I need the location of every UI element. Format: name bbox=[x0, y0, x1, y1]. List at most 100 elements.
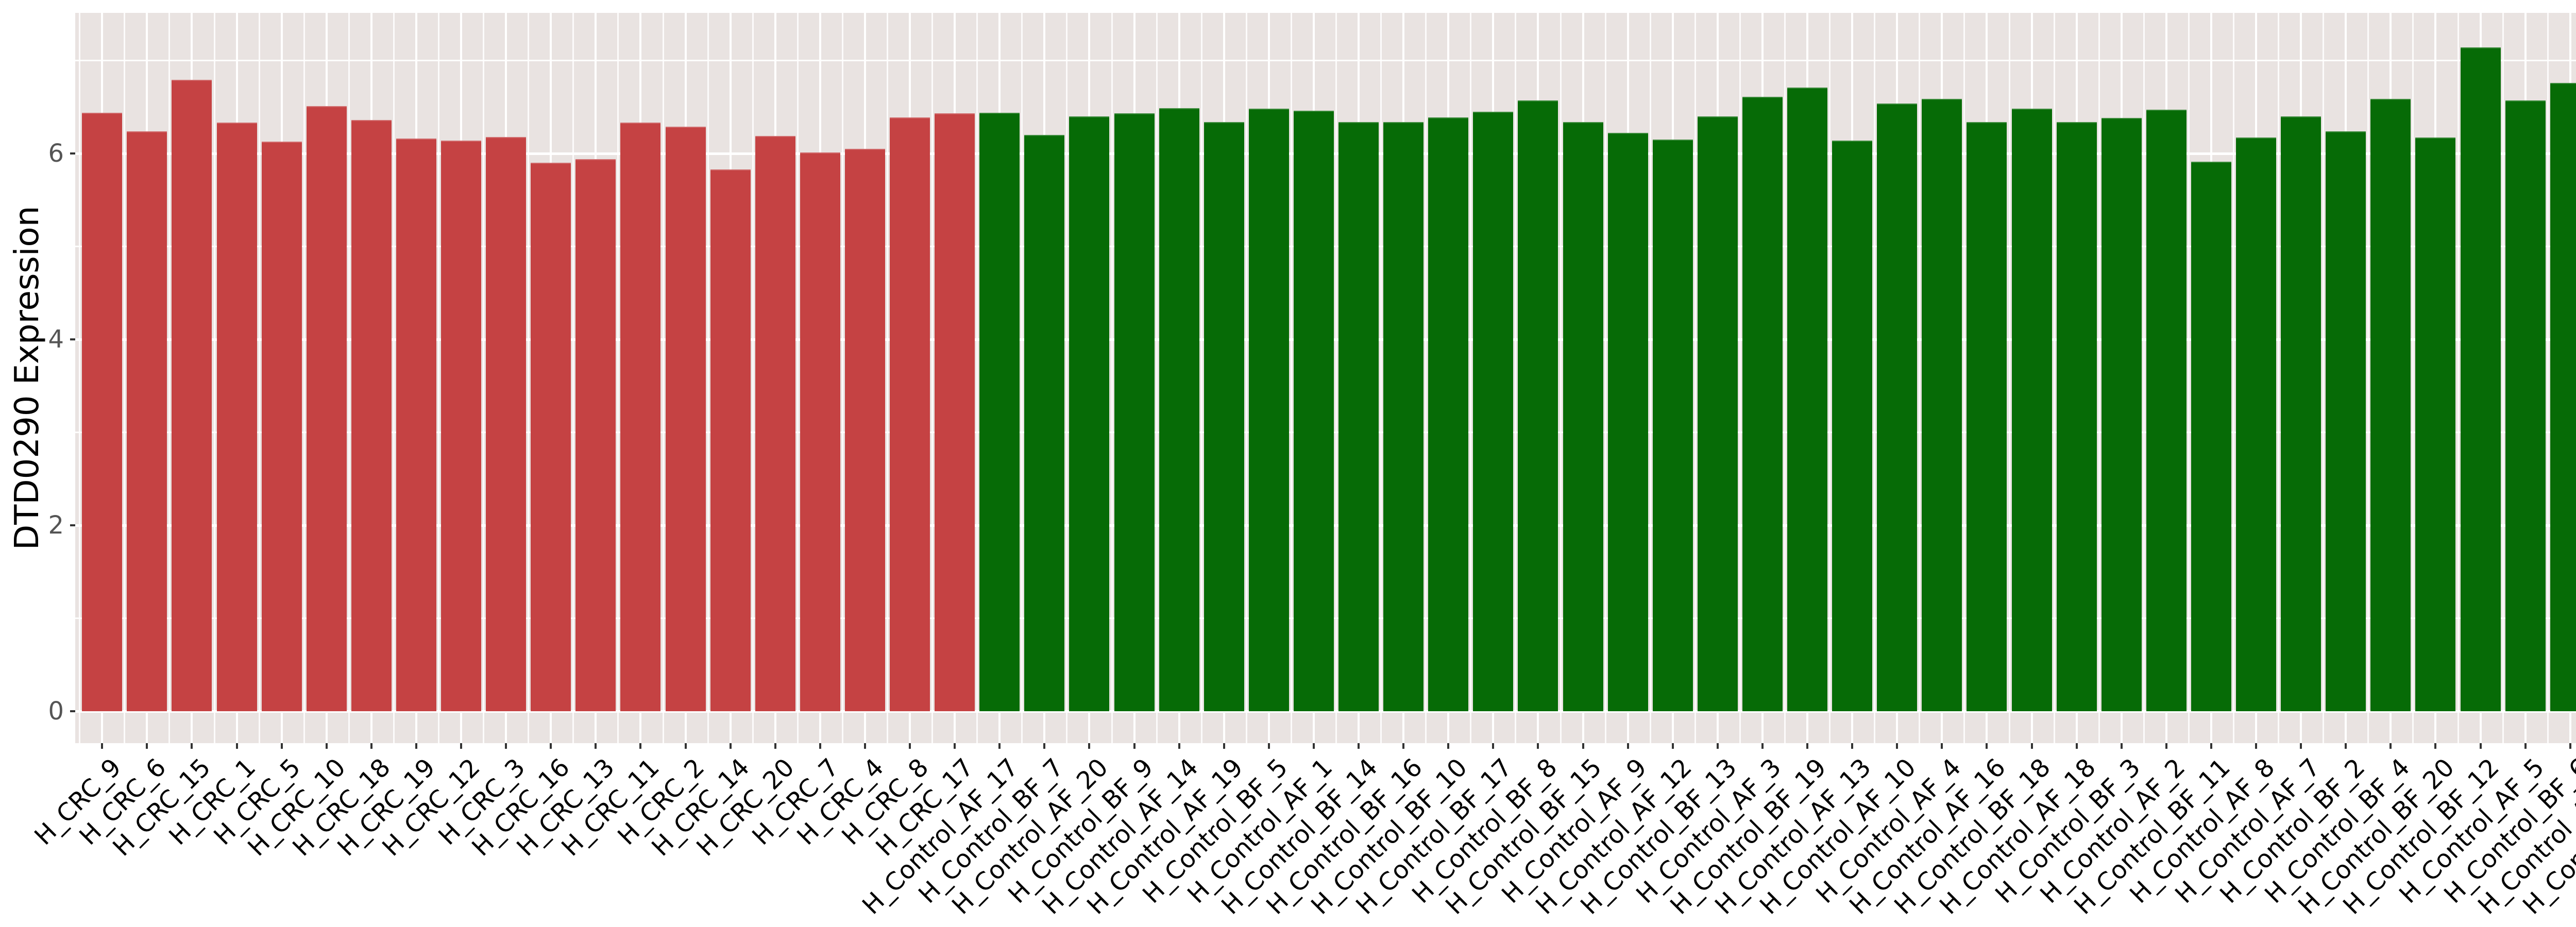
vertical-minor-gridline bbox=[168, 13, 171, 743]
y-tick-label: 6 bbox=[48, 139, 64, 168]
bar-H_Control_BF_13 bbox=[1697, 116, 1738, 711]
x-tick-mark bbox=[2569, 743, 2571, 749]
vertical-minor-gridline bbox=[303, 13, 305, 743]
bar-H_Control_AF_4 bbox=[1922, 98, 1962, 711]
vertical-minor-gridline bbox=[2367, 13, 2369, 743]
x-tick-mark bbox=[146, 743, 148, 749]
vertical-minor-gridline bbox=[438, 13, 439, 743]
bar-H_CRC_2 bbox=[665, 126, 706, 711]
vertical-minor-gridline bbox=[258, 13, 260, 743]
x-tick-mark bbox=[101, 743, 104, 749]
vertical-minor-gridline bbox=[393, 13, 395, 743]
x-tick-mark bbox=[280, 743, 283, 749]
x-tick-mark bbox=[2389, 743, 2392, 749]
vertical-minor-gridline bbox=[2278, 13, 2280, 743]
bar-H_Control_AF_13 bbox=[1832, 140, 1873, 711]
y-tick-mark bbox=[70, 338, 75, 340]
vertical-minor-gridline bbox=[1919, 13, 1921, 743]
bar-H_Control_BF_16 bbox=[1383, 122, 1424, 711]
bar-H_Control_AF_10 bbox=[1877, 103, 1918, 711]
vertical-minor-gridline bbox=[1829, 13, 1831, 743]
bar-H_CRC_6 bbox=[127, 131, 167, 711]
vertical-minor-gridline bbox=[483, 13, 485, 743]
x-tick-mark bbox=[1986, 743, 1988, 749]
vertical-minor-gridline bbox=[213, 13, 215, 743]
x-tick-mark bbox=[325, 743, 328, 749]
horizontal-minor-gridline bbox=[75, 60, 2576, 61]
bar-H_Control_AF_14 bbox=[1159, 108, 1199, 711]
bar-H_Control_BF_10 bbox=[1428, 117, 1469, 711]
bar-H_Control_AF_8 bbox=[2236, 138, 2277, 711]
x-tick-mark bbox=[1671, 743, 1674, 749]
bar-H_Control_AF_16 bbox=[1967, 122, 2007, 711]
bar-H_CRC_14 bbox=[710, 169, 751, 711]
vertical-minor-gridline bbox=[2188, 13, 2190, 743]
bar-H_CRC_11 bbox=[620, 123, 661, 711]
y-tick-label: 0 bbox=[48, 697, 64, 726]
vertical-minor-gridline bbox=[1470, 13, 1472, 743]
bar-H_Control_AF_2 bbox=[2146, 110, 2187, 711]
y-tick-mark bbox=[70, 524, 75, 526]
bar-H_Control_BF_6 bbox=[2550, 82, 2576, 711]
vertical-minor-gridline bbox=[528, 13, 530, 743]
bar-H_Control_BF_18 bbox=[2011, 109, 2052, 711]
vertical-minor-gridline bbox=[2053, 13, 2055, 743]
x-tick-mark bbox=[819, 743, 821, 749]
bar-H_Control_BF_4 bbox=[2370, 98, 2411, 711]
horizontal-major-gridline bbox=[75, 710, 2576, 713]
x-tick-mark bbox=[684, 743, 687, 749]
bar-H_CRC_12 bbox=[441, 140, 482, 711]
x-tick-mark bbox=[415, 743, 417, 749]
x-tick-mark bbox=[2300, 743, 2302, 749]
vertical-minor-gridline bbox=[2008, 13, 2010, 743]
bar-H_CRC_3 bbox=[486, 136, 527, 711]
bar-H_Control_AF_5 bbox=[2505, 100, 2546, 711]
x-tick-mark bbox=[550, 743, 552, 749]
bar-H_Control_AF_1 bbox=[1293, 110, 1334, 711]
x-tick-mark bbox=[1492, 743, 1495, 749]
x-tick-mark bbox=[2210, 743, 2212, 749]
vertical-minor-gridline bbox=[752, 13, 754, 743]
x-tick-mark bbox=[1088, 743, 1091, 749]
vertical-minor-gridline bbox=[1425, 13, 1427, 743]
vertical-minor-gridline bbox=[1380, 13, 1382, 743]
bar-H_Control_BF_9 bbox=[1114, 113, 1155, 711]
x-tick-mark bbox=[1447, 743, 1450, 749]
bar-H_Control_BF_19 bbox=[1787, 87, 1828, 711]
vertical-minor-gridline bbox=[1111, 13, 1113, 743]
x-tick-mark bbox=[2120, 743, 2123, 749]
x-tick-mark bbox=[863, 743, 866, 749]
vertical-minor-gridline bbox=[976, 13, 978, 743]
bar-H_CRC_5 bbox=[261, 141, 302, 711]
vertical-minor-gridline bbox=[1694, 13, 1696, 743]
vertical-minor-gridline bbox=[2143, 13, 2145, 743]
vertical-minor-gridline bbox=[2098, 13, 2100, 743]
bar-H_Control_BF_12 bbox=[2460, 47, 2501, 711]
x-tick-mark bbox=[1537, 743, 1539, 749]
vertical-minor-gridline bbox=[79, 13, 81, 743]
vertical-minor-gridline bbox=[572, 13, 574, 743]
bar-H_Control_BF_15 bbox=[1563, 122, 1603, 711]
x-tick-mark bbox=[1582, 743, 1584, 749]
x-tick-mark bbox=[774, 743, 776, 749]
bar-H_Control_AF_20 bbox=[1069, 116, 1110, 711]
y-tick-label: 4 bbox=[48, 325, 64, 354]
x-tick-mark bbox=[1851, 743, 1854, 749]
vertical-minor-gridline bbox=[1649, 13, 1651, 743]
x-tick-mark bbox=[1716, 743, 1719, 749]
vertical-minor-gridline bbox=[887, 13, 888, 743]
bar-H_Control_BF_11 bbox=[2191, 162, 2231, 711]
x-tick-mark bbox=[1626, 743, 1629, 749]
x-tick-mark bbox=[2030, 743, 2033, 749]
vertical-minor-gridline bbox=[1200, 13, 1202, 743]
bar-H_Control_BF_17 bbox=[1473, 111, 1514, 711]
vertical-minor-gridline bbox=[1245, 13, 1247, 743]
x-tick-mark bbox=[998, 743, 1001, 749]
bar-H_Control_AF_3 bbox=[1742, 96, 1783, 711]
x-tick-mark bbox=[2165, 743, 2167, 749]
bar-H_CRC_10 bbox=[306, 106, 347, 711]
bar-H_CRC_4 bbox=[844, 148, 885, 711]
bar-H_CRC_13 bbox=[575, 159, 616, 711]
x-tick-mark bbox=[2524, 743, 2527, 749]
